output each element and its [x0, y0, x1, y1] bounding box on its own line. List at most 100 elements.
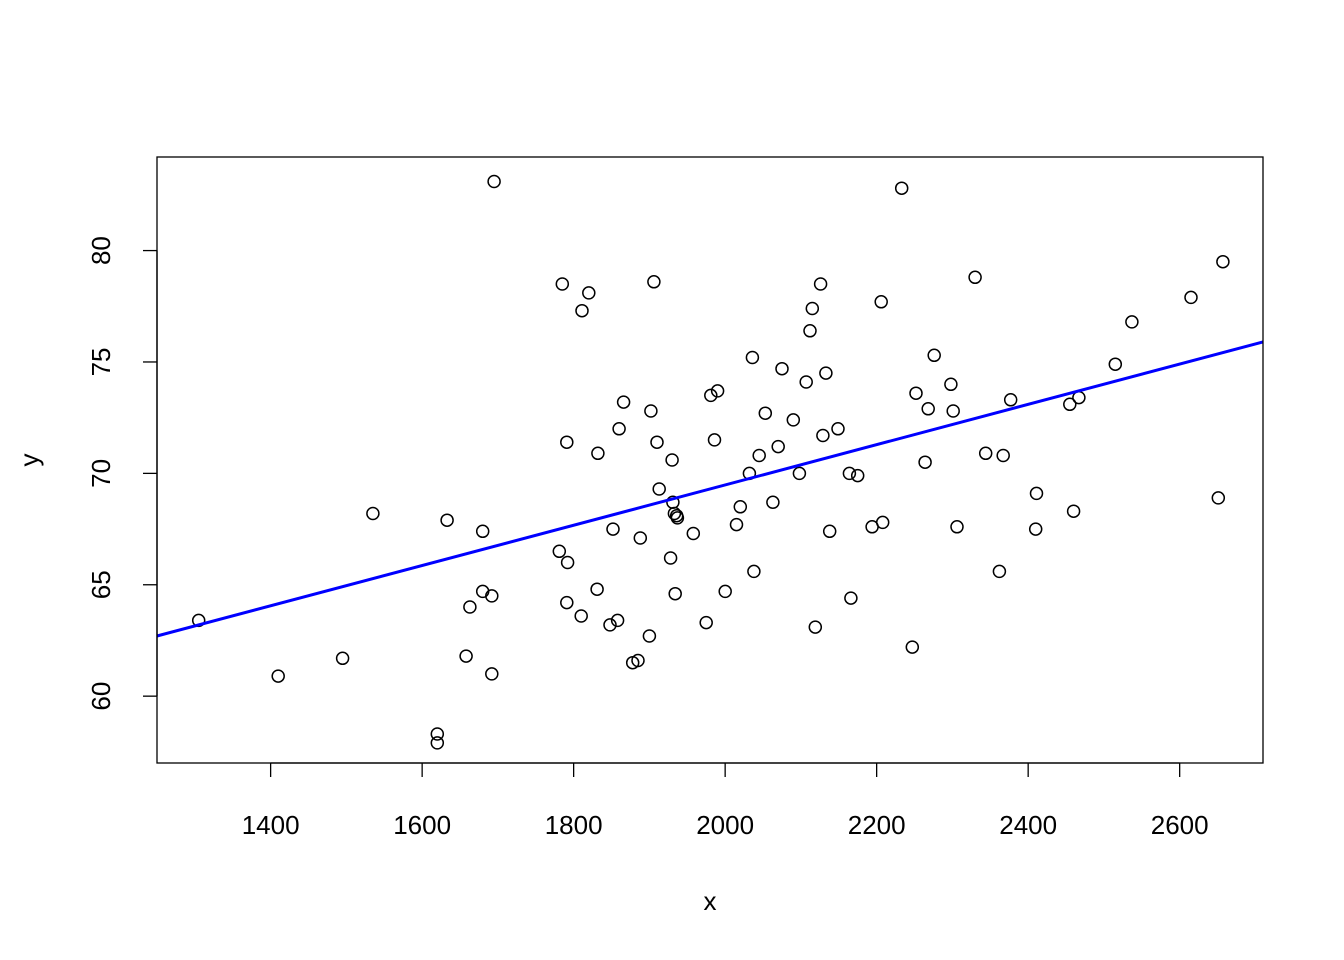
data-point: [850, 468, 865, 483]
data-point: [747, 564, 761, 579]
data-point: [909, 386, 923, 400]
regression-line: [156, 340, 1264, 638]
data-point: [816, 428, 830, 443]
data-point: [366, 506, 380, 521]
data-point: [996, 448, 1010, 463]
data-point: [1211, 491, 1226, 505]
data-point: [555, 277, 570, 291]
x-tick-label: 2000: [696, 810, 754, 840]
data-point: [430, 736, 445, 750]
data-point: [271, 669, 285, 683]
data-point: [704, 388, 718, 403]
data-point: [603, 618, 617, 632]
data-point: [610, 613, 625, 628]
data-point: [831, 422, 845, 436]
data-point: [819, 366, 833, 380]
data-point: [733, 500, 748, 514]
data-point: [1063, 397, 1077, 412]
data-point: [642, 629, 657, 643]
data-point: [729, 517, 744, 532]
data-point: [707, 433, 722, 447]
data-point: [874, 295, 888, 309]
data-point: [1216, 254, 1230, 269]
data-point: [430, 727, 445, 741]
data-point: [670, 511, 685, 525]
fit-line-layer: [156, 340, 1264, 638]
data-point: [844, 591, 858, 605]
data-point: [1029, 486, 1044, 501]
data-point: [582, 286, 596, 300]
data-point: [463, 600, 477, 614]
data-point: [612, 422, 626, 436]
data-point: [927, 348, 941, 363]
y-axis-title: y: [14, 454, 44, 467]
data-point: [775, 361, 789, 376]
data-point: [992, 564, 1007, 579]
data-point: [335, 651, 350, 666]
data-point: [1108, 357, 1123, 371]
data-point: [978, 446, 993, 461]
data-point: [560, 595, 574, 610]
data-point: [1066, 504, 1081, 518]
data-point: [574, 609, 588, 623]
data-point: [946, 404, 960, 418]
data-point: [803, 324, 817, 338]
data-point: [686, 526, 701, 541]
data-point: [745, 350, 760, 365]
points-layer: [191, 174, 1230, 750]
data-point: [560, 435, 574, 449]
x-tick-label: 1400: [242, 810, 300, 840]
data-point: [1003, 393, 1018, 407]
data-point: [668, 586, 682, 601]
x-tick-label: 1800: [545, 810, 603, 840]
data-point: [459, 649, 473, 663]
data-point: [606, 522, 620, 536]
data-point: [771, 439, 785, 454]
data-point: [718, 584, 732, 599]
data-point: [752, 448, 766, 463]
data-point: [875, 515, 890, 530]
x-tick-label: 2600: [1151, 810, 1209, 840]
y-tick-label: 80: [86, 236, 116, 265]
data-point: [842, 466, 857, 481]
data-point: [766, 495, 780, 510]
data-point: [590, 582, 604, 596]
data-point: [813, 277, 828, 291]
data-point: [485, 589, 499, 603]
data-point: [475, 524, 490, 539]
data-point: [918, 455, 932, 469]
data-point: [758, 406, 773, 420]
data-point: [616, 395, 631, 409]
data-point: [487, 174, 501, 189]
data-point: [1028, 522, 1043, 536]
data-point: [591, 446, 605, 461]
data-point: [552, 544, 567, 559]
x-tick-label: 1600: [393, 810, 451, 840]
data-point: [631, 653, 645, 668]
data-point: [663, 551, 678, 565]
data-point: [944, 377, 958, 392]
data-point: [1125, 315, 1139, 329]
data-point: [633, 531, 648, 545]
data-point: [822, 524, 837, 539]
data-point: [440, 513, 454, 527]
data-point: [665, 453, 679, 467]
data-point: [786, 413, 801, 427]
data-point: [647, 275, 661, 289]
data-point: [950, 520, 964, 534]
x-tick-label: 2200: [848, 810, 906, 840]
x-tick-label: 2400: [999, 810, 1057, 840]
y-tick-label: 65: [86, 570, 116, 599]
data-point: [560, 555, 575, 570]
x-axis-title: x: [704, 886, 717, 916]
x-axis: 1400 1600 1800 2000 2200 2400 2600: [242, 762, 1209, 840]
y-tick-label: 60: [86, 682, 116, 711]
data-point: [575, 303, 589, 318]
data-point: [710, 384, 725, 398]
data-point: [808, 620, 823, 634]
data-point: [799, 375, 813, 389]
data-point: [805, 301, 820, 316]
data-point: [485, 667, 499, 681]
data-point: [968, 270, 982, 285]
